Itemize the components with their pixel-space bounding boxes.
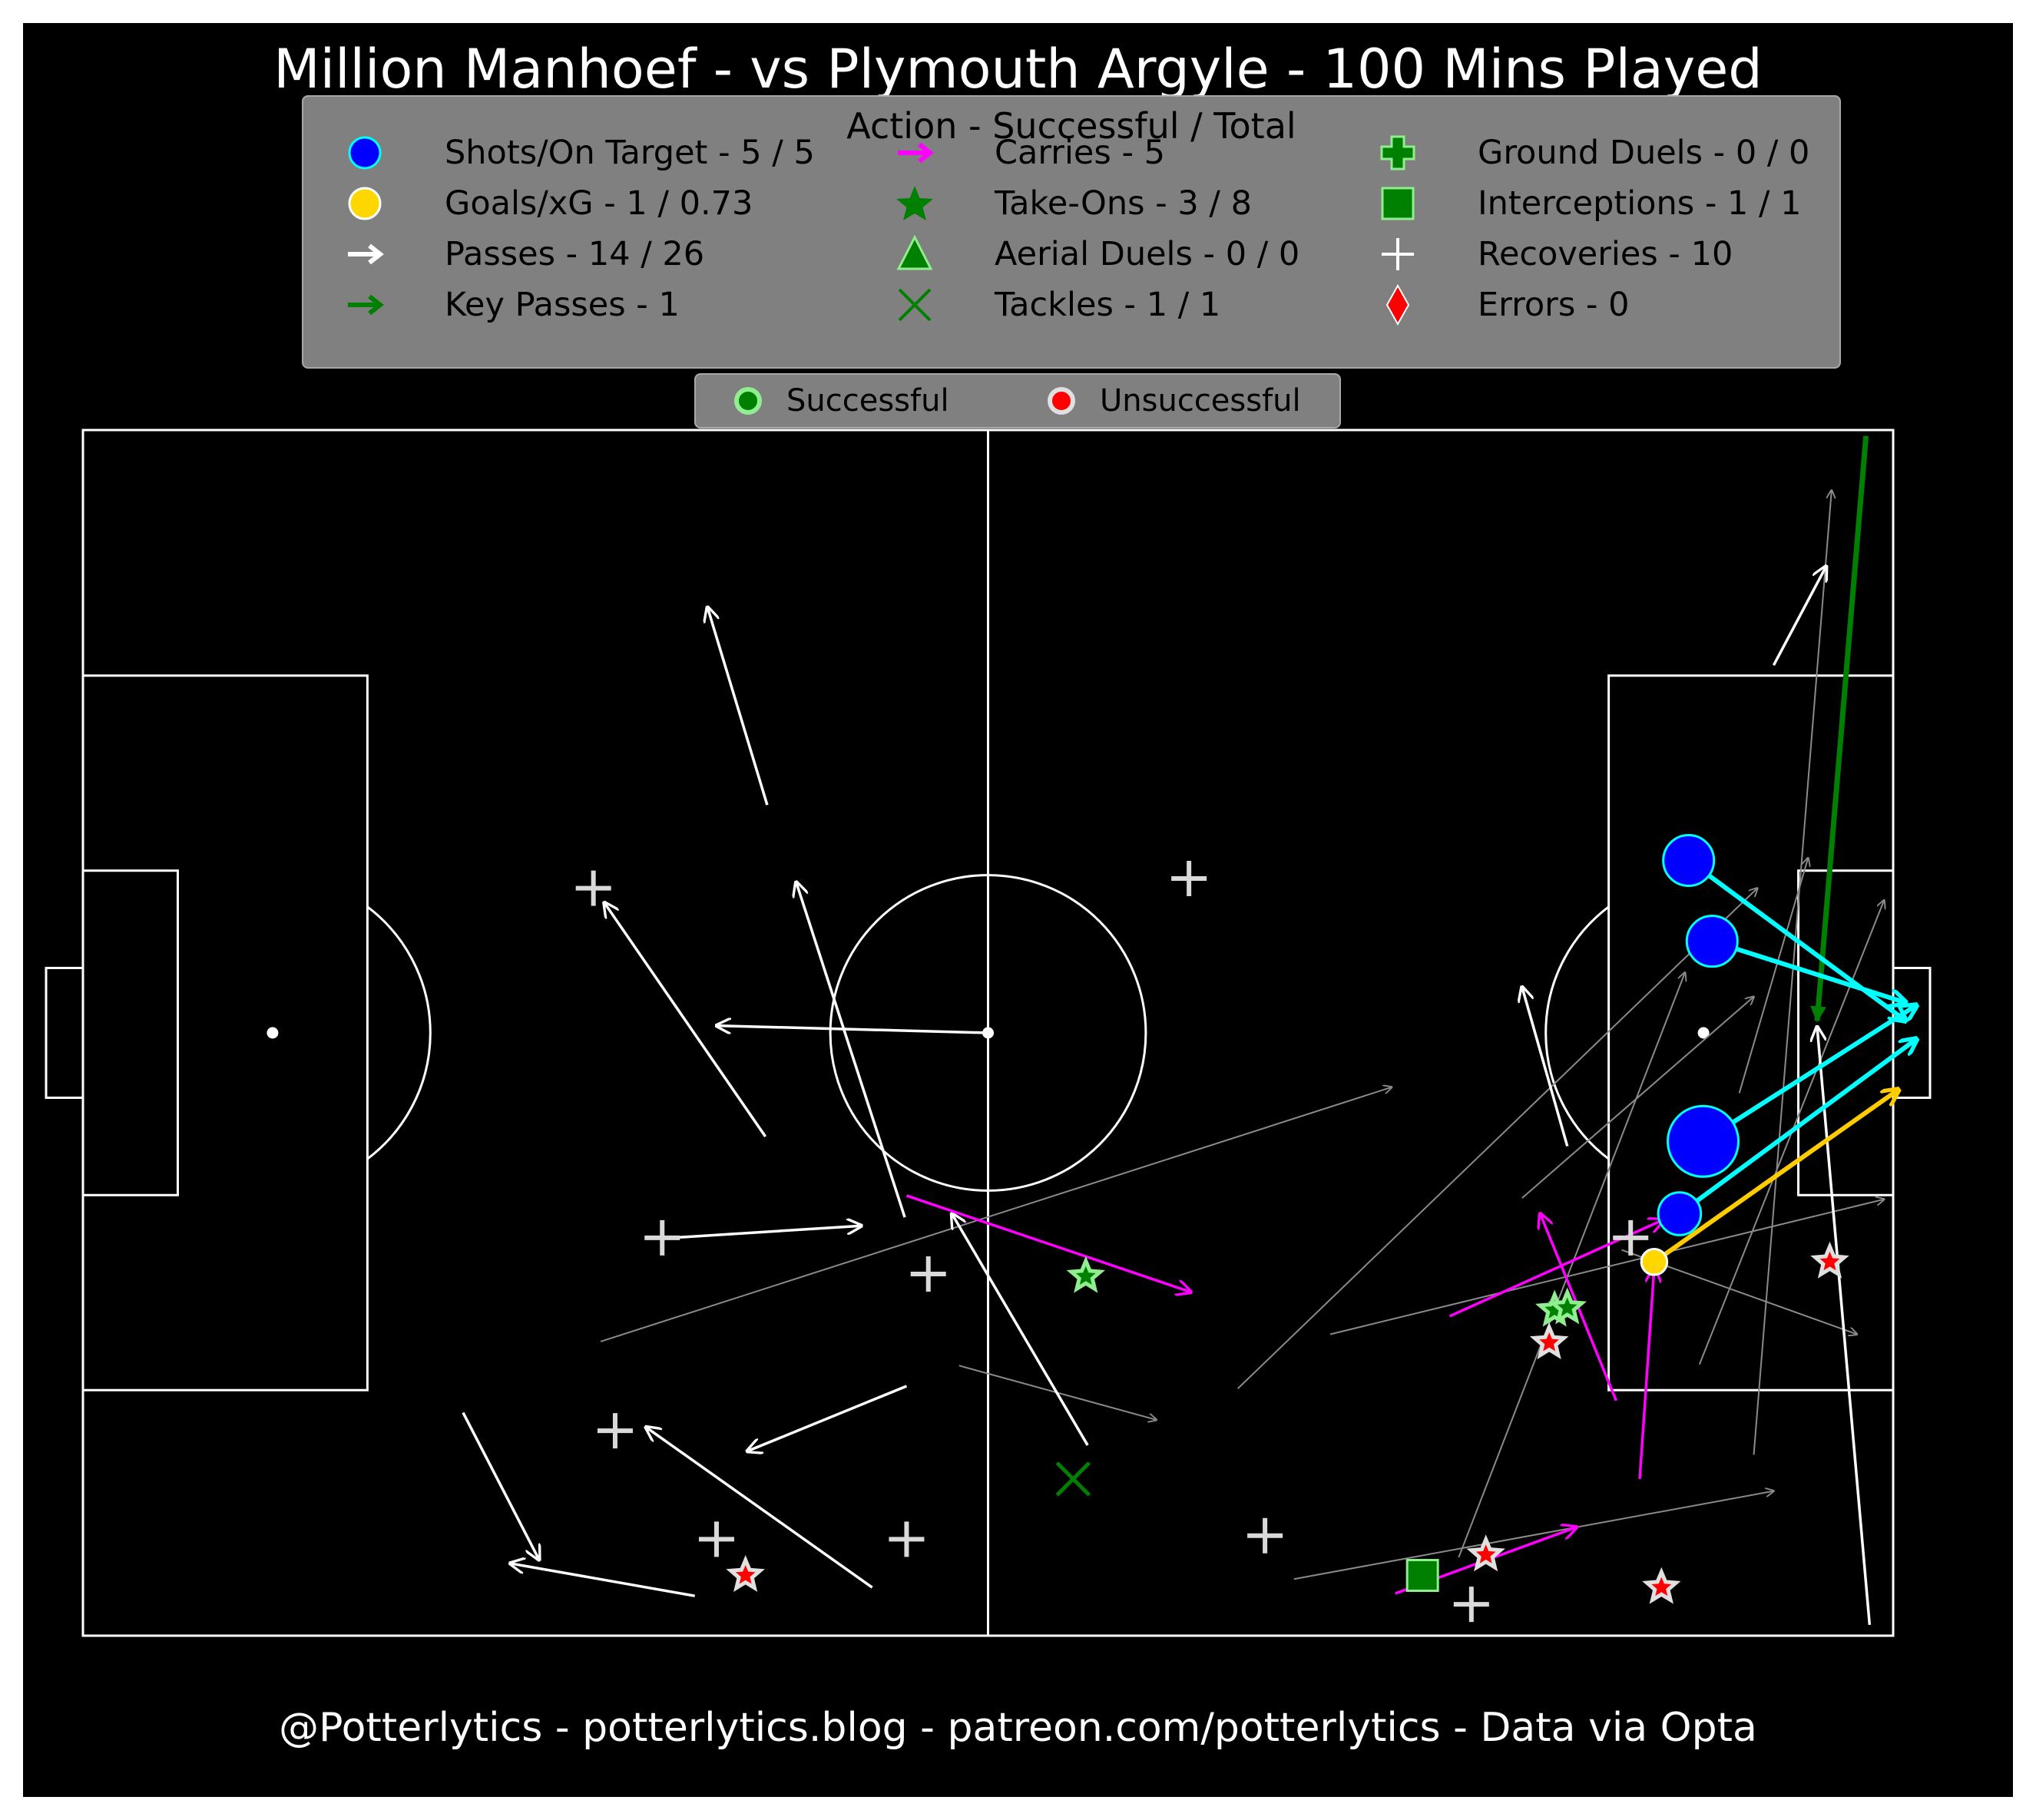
recovery-marker	[1613, 1219, 1649, 1256]
green-x-icon	[898, 288, 932, 322]
action-legend: Action - Successful / Total Shots/On Tar…	[302, 95, 1841, 369]
recovery-marker	[1171, 861, 1207, 897]
white-arrow-icon	[348, 243, 384, 265]
pass-unsuccessful-arrow	[1738, 858, 1809, 1094]
take-on-unsuccessful-star	[1466, 1534, 1505, 1572]
outcome-legend: Successful Unsuccessful	[694, 373, 1341, 429]
carry-arrow	[1638, 1268, 1654, 1480]
legend-item-label: Shots/On Target - 5 / 5	[445, 134, 815, 172]
green-star-icon	[896, 186, 933, 220]
legend-title: Action - Successful / Total	[846, 105, 1296, 147]
shot-marker	[1662, 833, 1716, 887]
pass-successful-arrow	[1522, 987, 1569, 1147]
pass-unsuccessful-arrow	[1521, 997, 1754, 1199]
blue-circle-icon	[348, 136, 382, 170]
recovery-marker	[1247, 1517, 1283, 1554]
take-on-unsuccessful-star	[726, 1555, 765, 1592]
recovery-marker	[1453, 1587, 1489, 1623]
legend-item-label: Passes - 14 / 26	[445, 235, 705, 273]
pass-successful-arrow	[796, 882, 906, 1218]
pass-successful-arrow	[707, 607, 769, 806]
left-penalty-area	[81, 674, 369, 1391]
red-dot-icon	[1048, 387, 1075, 415]
right-six-yard-box	[1797, 869, 1895, 1196]
interception-marker	[1405, 1559, 1439, 1592]
shot-arrow	[1701, 1005, 1917, 1143]
pass-unsuccessful-arrow	[1753, 491, 1832, 1455]
goal-arrow	[1653, 1090, 1899, 1264]
pass-successful-arrow	[510, 1564, 695, 1597]
shot-arrow	[1711, 938, 1905, 1003]
left-goal	[45, 966, 84, 1100]
red-diamond-icon	[1385, 283, 1410, 326]
recovery-marker	[698, 1521, 734, 1557]
recovery-marker	[575, 870, 611, 906]
green-square-icon	[1381, 187, 1415, 220]
pass-unsuccessful-arrow	[1458, 973, 1685, 1558]
shot-arrow	[1678, 1039, 1917, 1216]
pass-unsuccessful-arrow	[1329, 1200, 1884, 1335]
legend-item-label: Aerial Duels - 0 / 0	[995, 235, 1300, 273]
legend-successful-label: Successful	[786, 383, 949, 419]
right-penalty-arc	[1544, 905, 1610, 1160]
left-penalty-arc	[366, 905, 432, 1160]
green-dot-icon	[734, 387, 762, 415]
legend-item-label: Interceptions - 1 / 1	[1478, 184, 1802, 223]
legend-item-label: Carries - 5	[995, 134, 1165, 172]
footer-credit: @Potterlytics - potterlytics.blog - patr…	[279, 1705, 1757, 1751]
pass-unsuccessful-arrow	[1237, 888, 1757, 1389]
take-on-successful-star	[1066, 1256, 1106, 1293]
legend-item-label: Errors - 0	[1478, 286, 1630, 324]
carry-arrow	[905, 1194, 1190, 1292]
magenta-arrow-icon	[898, 142, 934, 164]
pass-successful-arrow	[747, 1385, 908, 1451]
shot-marker	[1667, 1104, 1740, 1178]
pass-successful-arrow	[462, 1411, 539, 1560]
right-penalty-spot	[1697, 1027, 1710, 1039]
recovery-marker	[644, 1219, 680, 1256]
pass-successful-arrow	[1772, 566, 1826, 666]
recovery-marker	[889, 1521, 925, 1557]
legend-item-label: Goals/xG - 1 / 0.73	[445, 184, 753, 223]
take-on-unsuccessful-star	[1642, 1567, 1681, 1604]
gold-circle-icon	[348, 187, 382, 220]
pass-successful-arrow	[952, 1214, 1089, 1446]
pass-unsuccessful-arrow	[600, 1087, 1392, 1342]
take-on-unsuccessful-star	[1529, 1322, 1569, 1359]
goal-marker	[1640, 1248, 1669, 1276]
left-six-yard-box	[81, 869, 179, 1196]
shot-marker	[1685, 915, 1739, 968]
take-on-successful-star	[1548, 1287, 1587, 1325]
shot-arrow	[1687, 859, 1906, 1021]
key-pass-arrow	[1810, 435, 1869, 1023]
chart-title: Million Manhoef - vs Plymouth Argyle - 1…	[273, 38, 1763, 101]
shot-marker	[1657, 1191, 1703, 1236]
pitch-chart	[45, 429, 1932, 1637]
left-penalty-spot	[267, 1027, 279, 1039]
pass-successful-arrow	[670, 1226, 861, 1239]
green-triangle-icon	[896, 234, 933, 270]
legend-item-label: Take-Ons - 3 / 8	[995, 184, 1252, 223]
recovery-marker	[597, 1413, 633, 1449]
white-plus-icon	[1382, 238, 1414, 270]
right-penalty-area	[1607, 674, 1895, 1391]
right-goal	[1892, 966, 1932, 1100]
legend-item-label: Recoveries - 10	[1478, 235, 1733, 273]
pass-successful-arrow	[604, 902, 767, 1138]
pass-successful-arrow	[1817, 1027, 1872, 1626]
legend-item-label: Key Passes - 1	[445, 286, 680, 324]
legend-item-label: Ground Duels - 0 / 0	[1478, 134, 1810, 172]
legend-item-label: Tackles - 1 / 1	[995, 286, 1221, 324]
pass-successful-arrow	[646, 1427, 873, 1589]
take-on-unsuccessful-star	[1810, 1241, 1849, 1279]
chart-canvas: Million Manhoef - vs Plymouth Argyle - 1…	[23, 23, 2013, 1797]
legend-unsuccessful-label: Unsuccessful	[1100, 383, 1301, 419]
pass-successful-arrow	[717, 1026, 988, 1034]
centre-circle	[829, 874, 1147, 1192]
pass-unsuccessful-arrow	[1293, 1491, 1774, 1580]
green-plus-icon	[1380, 135, 1415, 170]
recovery-marker	[910, 1256, 946, 1292]
green-arrow-icon	[348, 294, 384, 316]
tackle-marker	[1055, 1461, 1091, 1497]
